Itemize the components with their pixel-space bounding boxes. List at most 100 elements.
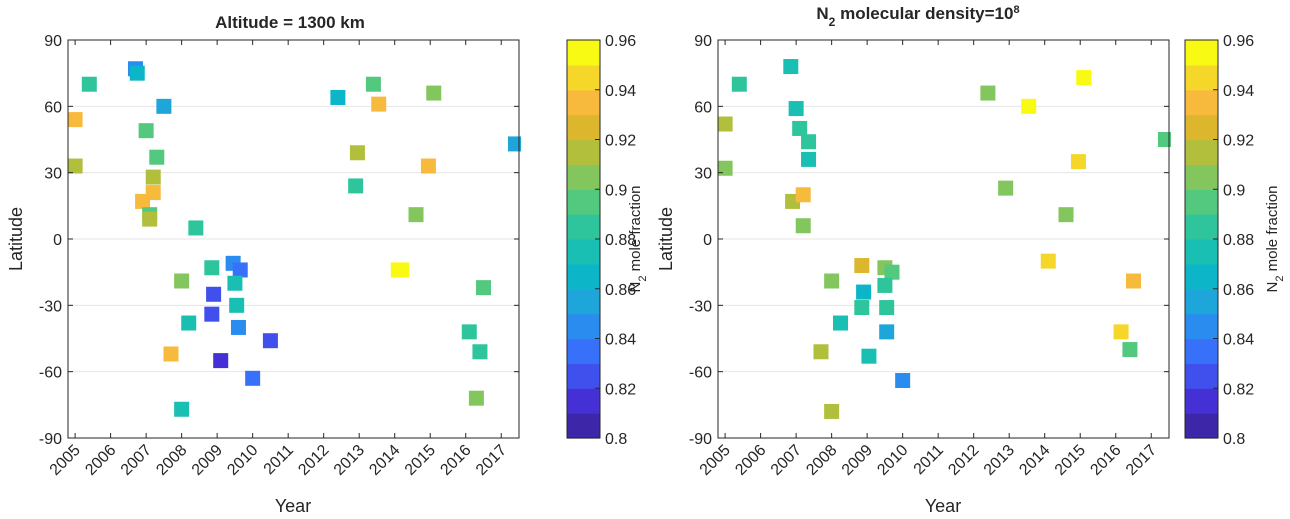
right-colorbar-segment	[1185, 313, 1218, 340]
right-y-tick-label: -90	[689, 431, 712, 448]
right-colorbar-tick-label: 0.92	[1223, 133, 1254, 150]
right-x-tick-label: 2017	[1123, 442, 1160, 479]
left-x-tick-label: 2007	[118, 442, 155, 479]
right-scatter-marker	[1076, 70, 1092, 86]
left-colorbar-tick-label: 0.88	[605, 232, 636, 249]
right-colorbar-segment	[1185, 114, 1218, 141]
left-scatter-marker	[230, 319, 246, 335]
left-y-tick-label: -90	[39, 431, 62, 448]
left-colorbar-segment	[567, 64, 600, 91]
left-colorbar-label-sub: 2	[637, 276, 649, 282]
right-colorbar-segment	[1185, 89, 1218, 116]
left-scatter-marker	[81, 76, 97, 92]
left-colorbar-tick-label: 0.8	[605, 431, 627, 448]
left-scatter-marker	[232, 262, 248, 278]
left-scatter-marker	[129, 65, 145, 81]
right-title-main: N	[816, 4, 828, 23]
right-grid-lines	[718, 105, 1169, 373]
right-colorbar-label: N2 mole fraction	[1264, 185, 1286, 292]
left-scatter-marker	[420, 158, 436, 174]
left-scatter-marker	[68, 112, 83, 128]
left-colorbar-segment	[567, 313, 600, 340]
left-scatter-marker	[206, 286, 222, 302]
left-x-tick-label: 2012	[295, 442, 332, 479]
right-colorbar-label-rest: mole fraction	[1264, 185, 1281, 275]
left-scatter-marker	[204, 306, 220, 322]
left-colorbar-segment	[567, 214, 600, 240]
right-scatter-marker	[877, 277, 893, 293]
right-y-tick-label: -30	[689, 298, 712, 315]
right-colorbar-tick-label: 0.88	[1223, 232, 1254, 249]
right-x-tick-label: 2015	[1052, 442, 1089, 479]
right-scatter-marker	[884, 264, 900, 280]
right-colorbar-segment	[1185, 214, 1218, 240]
left-y-tick-label: 90	[44, 33, 62, 50]
left-scatter-marker	[138, 123, 154, 139]
left-x-tick-label: 2014	[366, 442, 403, 479]
left-x-axis-label: Year	[275, 496, 311, 516]
left-x-tick-label: 2015	[402, 442, 439, 479]
left-colorbar-segment	[567, 164, 600, 190]
left-colorbar-segment	[567, 239, 600, 265]
left-scatter-marker	[174, 401, 190, 417]
left-colorbar-tick-label: 0.96	[605, 33, 636, 50]
left-scatter-marker	[472, 344, 488, 360]
left-x-tick-label: 2010	[224, 442, 261, 479]
right-colorbar-segment	[1185, 363, 1218, 389]
right-title-sup: 8	[1013, 4, 1019, 16]
left-scatter-marker	[227, 275, 243, 291]
right-scatter-marker	[1125, 273, 1141, 289]
left-scatter-marker	[475, 280, 491, 296]
right-scatter-marker	[1021, 98, 1037, 114]
left-scatter-marker	[68, 158, 83, 174]
right-x-axis-label: Year	[925, 496, 961, 516]
left-colorbar-label-rest: mole fraction	[627, 185, 644, 275]
left-colorbar-tick-label: 0.92	[605, 133, 636, 150]
left-scatter-marker	[371, 96, 387, 112]
right-colorbar-tick-label: 0.9	[1223, 182, 1245, 199]
right-colorbar-segment	[1185, 263, 1218, 290]
left-marker-group	[68, 61, 521, 417]
right-scatter-marker	[856, 284, 872, 300]
left-y-tick-label: -60	[39, 365, 62, 382]
left-colorbar-segment	[567, 114, 600, 141]
right-scatter-marker	[1113, 324, 1129, 340]
left-x-tick-label: 2013	[331, 442, 368, 479]
right-scatter-marker	[833, 315, 849, 331]
left-scatter-marker	[426, 85, 442, 101]
left-colorbar	[567, 40, 600, 439]
right-colorbar-segment	[1185, 338, 1218, 364]
right-colorbar-segment	[1185, 139, 1218, 165]
right-colorbar-tick-label: 0.82	[1223, 381, 1254, 398]
left-x-tick-label: 2006	[82, 442, 119, 479]
right-colorbar-segment	[1185, 164, 1218, 190]
right-scatter-marker	[718, 160, 733, 176]
left-scatter-marker	[145, 185, 161, 201]
right-colorbar	[1185, 40, 1218, 439]
left-scatter-marker	[349, 145, 365, 161]
left-y-axis-label: Latitude	[6, 207, 26, 271]
left-colorbar-segment	[567, 139, 600, 165]
left-scatter-marker	[145, 169, 161, 185]
left-y-tick-group: 90 60 30 0 -30 -60 -90	[39, 33, 519, 448]
left-scatter-marker	[262, 333, 278, 349]
left-scatter-marker	[163, 346, 179, 362]
left-x-tick-label: 2009	[189, 442, 226, 479]
right-scatter-marker	[998, 180, 1014, 196]
left-scatter-marker	[181, 315, 197, 331]
left-scatter-marker	[142, 211, 158, 227]
right-scatter-marker	[801, 151, 817, 167]
left-colorbar-tick-label: 0.9	[605, 182, 627, 199]
right-scatter-marker	[801, 134, 817, 150]
left-x-tick-label: 2008	[153, 442, 190, 479]
right-scatter-marker	[861, 348, 877, 364]
left-y-tick-label: 30	[44, 166, 62, 183]
right-x-tick-label: 2011	[911, 442, 947, 478]
right-scatter-marker	[980, 85, 996, 101]
left-chart-title: Altitude = 1300 km	[215, 13, 365, 32]
left-scatter-marker	[394, 262, 410, 278]
left-scatter-marker	[188, 220, 204, 236]
right-x-tick-label: 2008	[803, 442, 840, 479]
